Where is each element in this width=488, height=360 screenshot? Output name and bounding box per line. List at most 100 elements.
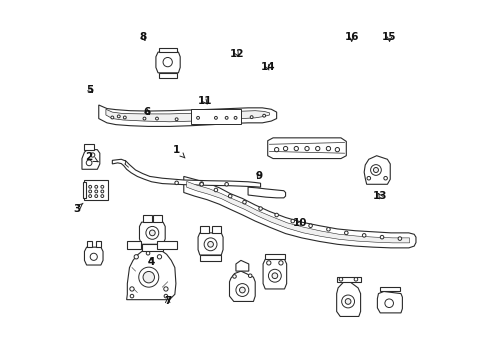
Circle shape (101, 195, 103, 198)
Circle shape (366, 176, 370, 180)
Circle shape (308, 224, 312, 228)
Polygon shape (377, 292, 402, 313)
Polygon shape (142, 244, 163, 251)
Polygon shape (112, 159, 260, 187)
Text: 14: 14 (260, 63, 274, 72)
Circle shape (117, 115, 120, 118)
Text: 15: 15 (382, 32, 396, 42)
Circle shape (88, 185, 91, 188)
Circle shape (175, 181, 178, 185)
Text: 4: 4 (147, 257, 154, 267)
Circle shape (232, 275, 236, 278)
Circle shape (203, 238, 217, 251)
Polygon shape (126, 241, 141, 249)
Polygon shape (153, 215, 162, 222)
Circle shape (88, 190, 91, 193)
Polygon shape (159, 73, 176, 78)
Polygon shape (200, 226, 208, 233)
Circle shape (207, 242, 213, 247)
Circle shape (266, 261, 270, 265)
Text: 5: 5 (86, 85, 94, 95)
Circle shape (130, 294, 134, 298)
Polygon shape (336, 277, 360, 282)
Circle shape (164, 294, 167, 298)
Polygon shape (235, 260, 248, 271)
Polygon shape (99, 105, 276, 126)
Circle shape (373, 167, 378, 172)
Circle shape (339, 278, 342, 281)
Polygon shape (96, 241, 101, 247)
Circle shape (239, 287, 244, 293)
Circle shape (200, 182, 203, 185)
Text: 8: 8 (139, 32, 146, 42)
Polygon shape (83, 182, 85, 198)
Text: 6: 6 (143, 107, 151, 117)
Circle shape (90, 253, 97, 260)
Circle shape (274, 148, 278, 152)
Circle shape (228, 194, 231, 198)
Circle shape (134, 255, 138, 259)
Circle shape (157, 255, 162, 259)
Polygon shape (82, 150, 100, 169)
Polygon shape (264, 254, 284, 259)
Circle shape (258, 207, 262, 210)
Circle shape (143, 271, 154, 283)
Polygon shape (183, 176, 415, 248)
Circle shape (315, 147, 319, 151)
Polygon shape (229, 271, 255, 301)
Circle shape (335, 148, 339, 152)
Polygon shape (126, 249, 176, 300)
Polygon shape (106, 109, 269, 122)
Circle shape (214, 188, 217, 192)
Polygon shape (84, 180, 108, 200)
Circle shape (200, 183, 203, 186)
Circle shape (325, 147, 330, 151)
Circle shape (111, 116, 114, 119)
Polygon shape (159, 48, 176, 52)
Circle shape (397, 237, 401, 240)
Circle shape (248, 274, 251, 278)
Circle shape (362, 234, 365, 237)
Circle shape (370, 165, 381, 175)
Circle shape (163, 58, 172, 67)
Text: 12: 12 (230, 49, 244, 59)
Circle shape (383, 176, 386, 180)
Circle shape (345, 298, 350, 304)
Text: 16: 16 (344, 32, 358, 42)
Polygon shape (211, 226, 221, 233)
Circle shape (139, 267, 159, 287)
Polygon shape (247, 187, 285, 198)
Circle shape (101, 185, 103, 188)
Circle shape (175, 118, 178, 121)
Text: 1: 1 (173, 145, 184, 158)
Circle shape (95, 190, 98, 193)
Polygon shape (267, 138, 346, 158)
Circle shape (380, 235, 383, 239)
Circle shape (278, 261, 283, 265)
Circle shape (130, 287, 134, 291)
Polygon shape (142, 215, 151, 222)
Circle shape (234, 116, 237, 119)
Circle shape (290, 219, 294, 223)
Circle shape (143, 117, 145, 120)
Polygon shape (379, 287, 399, 292)
Circle shape (353, 278, 357, 281)
Circle shape (304, 147, 308, 151)
Circle shape (250, 116, 253, 118)
Circle shape (196, 116, 199, 119)
Circle shape (155, 117, 158, 120)
Circle shape (163, 287, 168, 291)
Circle shape (86, 160, 92, 166)
Circle shape (326, 228, 329, 231)
Text: 9: 9 (255, 171, 262, 181)
Circle shape (225, 116, 227, 119)
Polygon shape (157, 241, 176, 249)
Text: 3: 3 (73, 203, 83, 213)
Circle shape (235, 284, 248, 296)
Circle shape (294, 147, 298, 151)
Polygon shape (336, 282, 360, 316)
Circle shape (123, 116, 126, 119)
Polygon shape (84, 144, 94, 150)
Circle shape (271, 273, 277, 279)
Circle shape (95, 185, 98, 188)
